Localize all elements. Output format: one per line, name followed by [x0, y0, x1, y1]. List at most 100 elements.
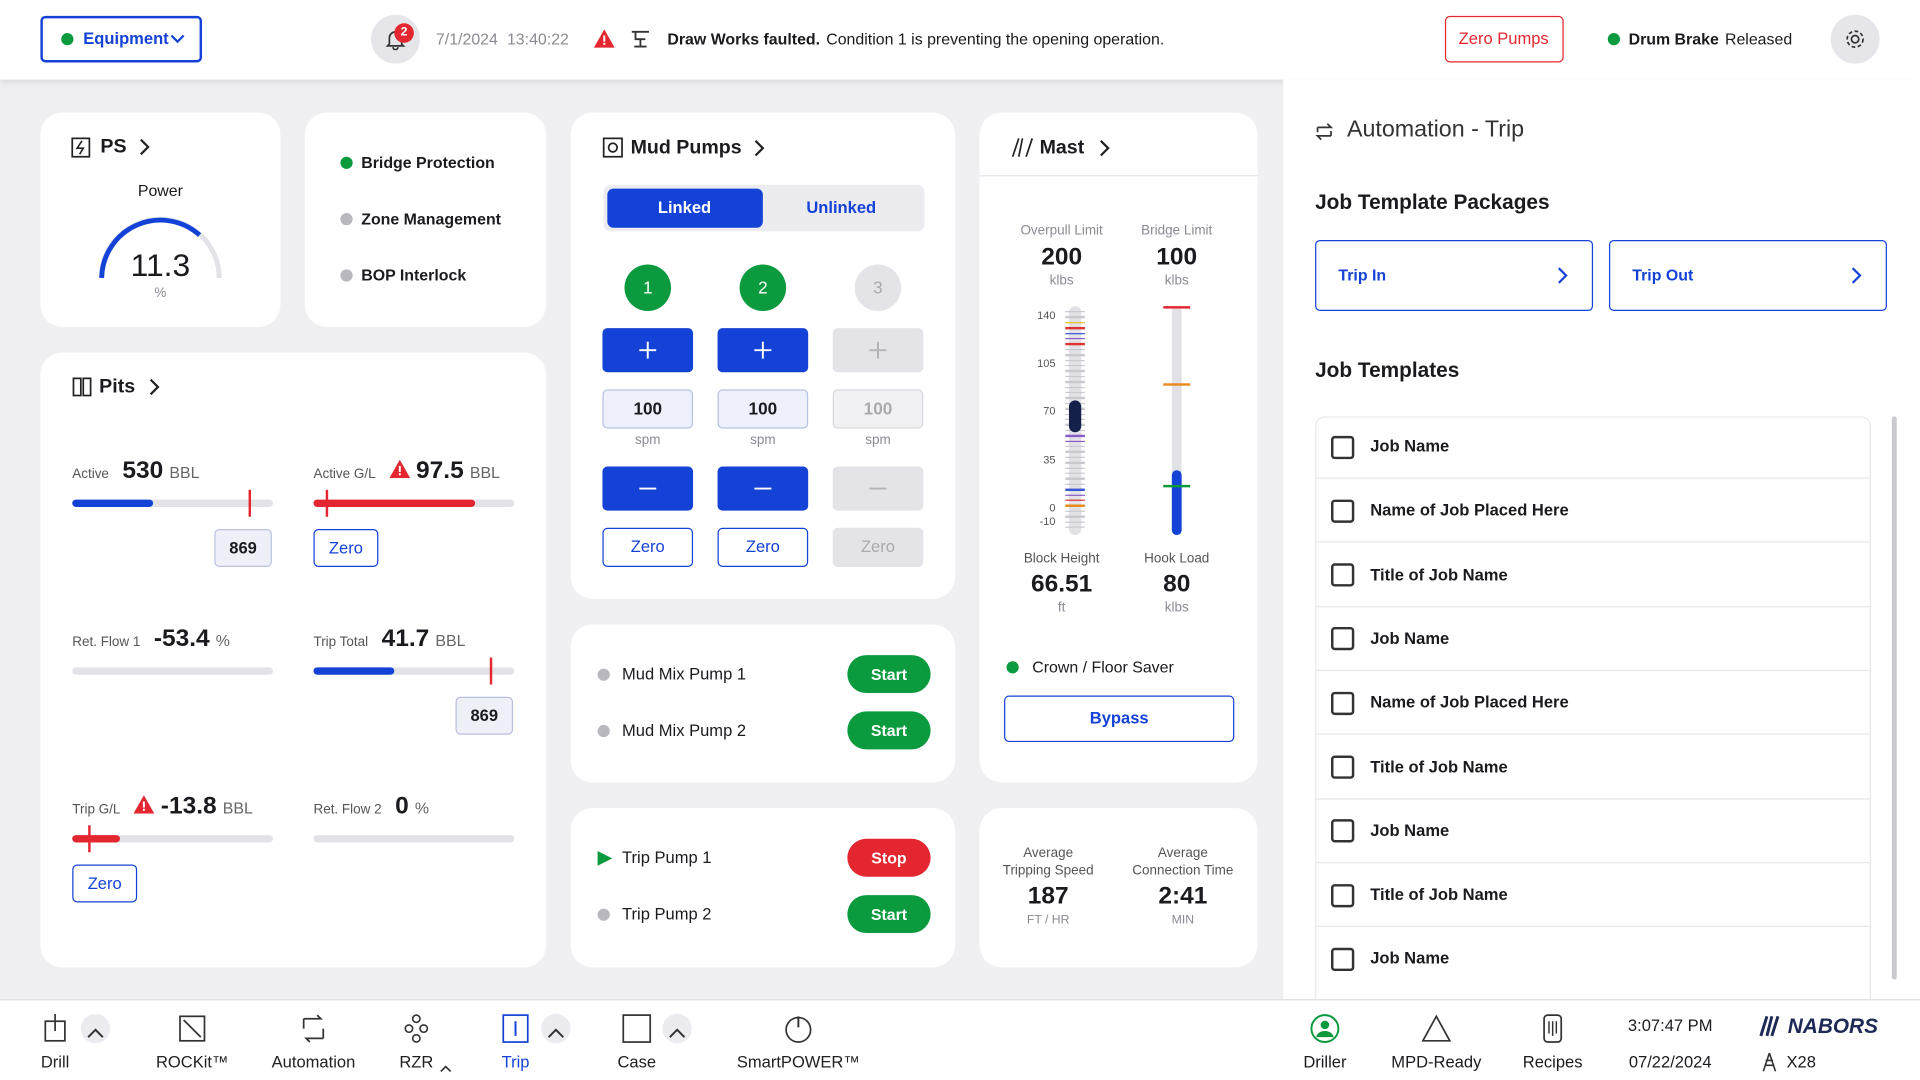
- gauge-tick: [1065, 515, 1085, 518]
- pit-bar-track: [72, 667, 274, 675]
- chevron-up: [440, 1058, 452, 1073]
- zero-button[interactable]: [72, 864, 138, 903]
- package-button[interactable]: [1315, 240, 1594, 312]
- icon-part: [785, 1016, 812, 1043]
- equipment-label: Equipment: [83, 29, 169, 48]
- rate-input[interactable]: [602, 389, 694, 429]
- gauge-tick: [1065, 499, 1085, 502]
- drawworks-icon: [629, 28, 651, 50]
- pit-input[interactable]: [455, 696, 514, 735]
- zero-pumps-button[interactable]: [1444, 15, 1564, 63]
- rate-input[interactable]: [717, 389, 809, 429]
- row-divider: [1316, 669, 1870, 671]
- icon-part: [869, 487, 887, 490]
- icon-part: [602, 137, 623, 158]
- zero-button[interactable]: [313, 528, 379, 567]
- checkbox[interactable]: [1331, 563, 1355, 587]
- icon-part: [170, 34, 185, 44]
- protection-label: BOP Interlock: [361, 265, 467, 285]
- drum-brake: Drum Brake Released: [1629, 30, 1793, 48]
- chevron-up: [87, 1024, 104, 1038]
- icon-part: [87, 1028, 104, 1038]
- icon-part: [754, 140, 765, 157]
- pump-action-label: Start: [870, 721, 908, 740]
- icon-part: [631, 30, 649, 48]
- rate-value: 100: [633, 398, 663, 419]
- zero-label: Zero: [328, 538, 363, 557]
- brand-name: NABORS: [1787, 1014, 1878, 1039]
- bypass-button[interactable]: [1004, 695, 1235, 743]
- checkbox[interactable]: [1331, 435, 1355, 459]
- icon-part: [133, 795, 155, 814]
- pump-name: Trip Pump 2: [622, 904, 712, 924]
- pump-action-button[interactable]: [847, 838, 931, 877]
- pump-action-button[interactable]: [847, 711, 931, 750]
- checkbox[interactable]: [1331, 499, 1355, 523]
- pit-reading: Ret. Flow 2 0%: [313, 793, 429, 821]
- row-divider: [1316, 797, 1870, 799]
- card-title: PS: [100, 136, 127, 158]
- minus-icon: [869, 480, 887, 497]
- nav-label: Recipes: [1522, 1052, 1583, 1072]
- gauge-tick: [1065, 364, 1085, 367]
- pit-label: Active: [72, 467, 109, 482]
- bypass-label: Bypass: [1089, 708, 1149, 728]
- protection-label: Zone Management: [361, 209, 501, 229]
- equipment-button[interactable]: [40, 15, 203, 63]
- checkbox[interactable]: [1331, 883, 1355, 907]
- zero-button[interactable]: [602, 527, 694, 567]
- nav-icon: [299, 1014, 328, 1043]
- nav-icon: [501, 1014, 530, 1043]
- pit-value: 530: [122, 457, 164, 485]
- pit-input[interactable]: [214, 528, 272, 567]
- checkbox[interactable]: [1331, 627, 1355, 651]
- template-name: Title of Job Name: [1370, 885, 1508, 904]
- checkbox[interactable]: [1331, 755, 1355, 779]
- icon-part: [1421, 1014, 1452, 1042]
- icon-part: [869, 341, 887, 359]
- pit-bar-track: [313, 667, 515, 675]
- settings-button[interactable]: [1830, 14, 1880, 64]
- pit-bar-fill: [72, 499, 154, 507]
- pump-action-button[interactable]: [847, 895, 931, 934]
- icon-part: [1762, 1052, 1777, 1072]
- pit-reading: Ret. Flow 1 -53.4%: [72, 625, 230, 653]
- package-button[interactable]: [1608, 240, 1887, 312]
- icon-part: [149, 378, 160, 396]
- icon-part: [183, 1019, 202, 1038]
- limit-label: Overpull Limit: [1020, 223, 1103, 239]
- gauge-tick: [1065, 381, 1085, 383]
- pit-unit: %: [414, 798, 429, 818]
- gauge-tick: [1065, 478, 1085, 480]
- icon-part: [99, 217, 202, 279]
- card: [570, 808, 956, 968]
- load-track: [1171, 306, 1182, 536]
- icon-part: [179, 1015, 206, 1042]
- mode-button-active[interactable]: [607, 188, 763, 228]
- icon-part: [404, 1014, 429, 1043]
- checkbox[interactable]: [1331, 691, 1355, 715]
- icon-part: [1315, 123, 1334, 141]
- gauge-tick: [1065, 483, 1085, 486]
- automation-panel: [1283, 79, 1920, 1000]
- pump-action-button[interactable]: [847, 655, 931, 694]
- pump-action-label: Stop: [871, 848, 907, 868]
- icon-part: [1315, 123, 1334, 141]
- pit-bar-marker: [489, 657, 493, 685]
- status-dot: [61, 33, 74, 46]
- checkbox[interactable]: [1331, 819, 1355, 843]
- gauge-tick: [1065, 521, 1085, 523]
- gauge-value: 11.3: [130, 246, 191, 284]
- icon-part: [754, 341, 772, 359]
- gauge-tick: [1065, 386, 1085, 389]
- icon-part: [669, 1028, 686, 1038]
- icon-part: [669, 1028, 686, 1038]
- zero-button[interactable]: [717, 527, 809, 567]
- row-divider: [1316, 541, 1870, 543]
- icon-part: [502, 1014, 529, 1043]
- icon-part: [639, 341, 657, 359]
- nav-label: Case: [617, 1052, 657, 1072]
- nav-icon: [40, 1013, 69, 1043]
- icon-part: [71, 137, 91, 158]
- checkbox[interactable]: [1331, 947, 1355, 971]
